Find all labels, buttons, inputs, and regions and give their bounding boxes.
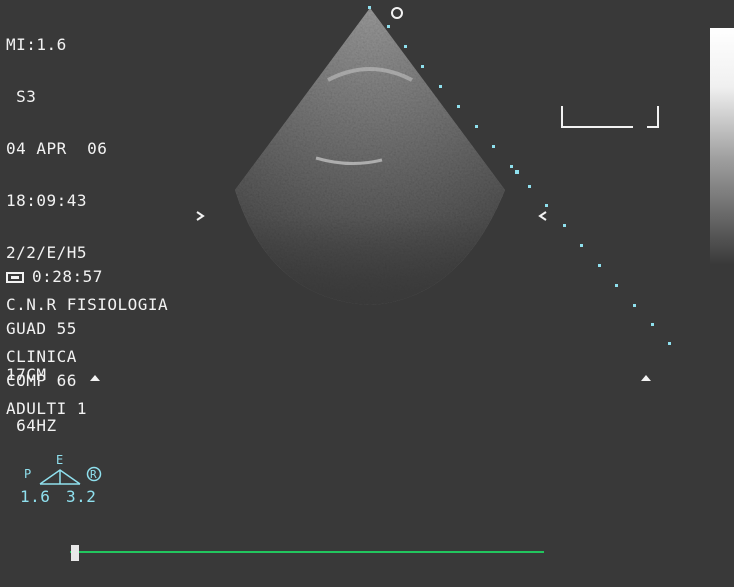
- cine-time: 0:28:57: [32, 267, 103, 286]
- cine-timeline-cursor[interactable]: [71, 545, 79, 561]
- exam-time: 18:09:43: [6, 191, 88, 210]
- preset-code: 2/2/E/H5: [6, 243, 88, 262]
- cine-time-row: 0:28:57: [6, 268, 103, 286]
- cine-tape-icon: [6, 272, 24, 283]
- institution-line1: C.N.R FISIOLOGIA: [6, 295, 169, 314]
- compression-value: COMP 66: [6, 371, 77, 390]
- gray-scale-bar: [710, 28, 734, 264]
- institution-line2: CLINICA: [6, 347, 77, 366]
- application-preset: ADULTI 1: [6, 399, 88, 418]
- scale-bracket: [561, 106, 659, 128]
- probe-r-label: R: [90, 468, 98, 481]
- depth-value: 17CM: [6, 365, 47, 384]
- probe-model: S3: [6, 87, 37, 106]
- frame-rate: 64HZ: [6, 416, 57, 435]
- acquisition-settings: 0:28:57 GUAD 55 COMP 66: [6, 234, 103, 424]
- gain-value: GUAD 55: [6, 319, 77, 338]
- depth-settings: 17CM 64HZ: [6, 332, 57, 468]
- mechanical-index: MI:1.6: [6, 35, 67, 54]
- header-info: MI:1.6 S3 04 APR 06 18:09:43 2/2/E/H5 C.…: [6, 2, 168, 452]
- cine-timeline[interactable]: [70, 551, 544, 553]
- probe-e-label: E: [56, 453, 64, 467]
- probe-right-value: 3.2: [66, 487, 97, 506]
- probe-orientation-indicator: P E R 1.6 3.2: [18, 453, 118, 514]
- probe-left-value: 1.6: [20, 487, 51, 506]
- probe-orientation-icon: [39, 466, 102, 485]
- exam-date: 04 APR 06: [6, 139, 108, 158]
- probe-p-label: P: [24, 467, 32, 481]
